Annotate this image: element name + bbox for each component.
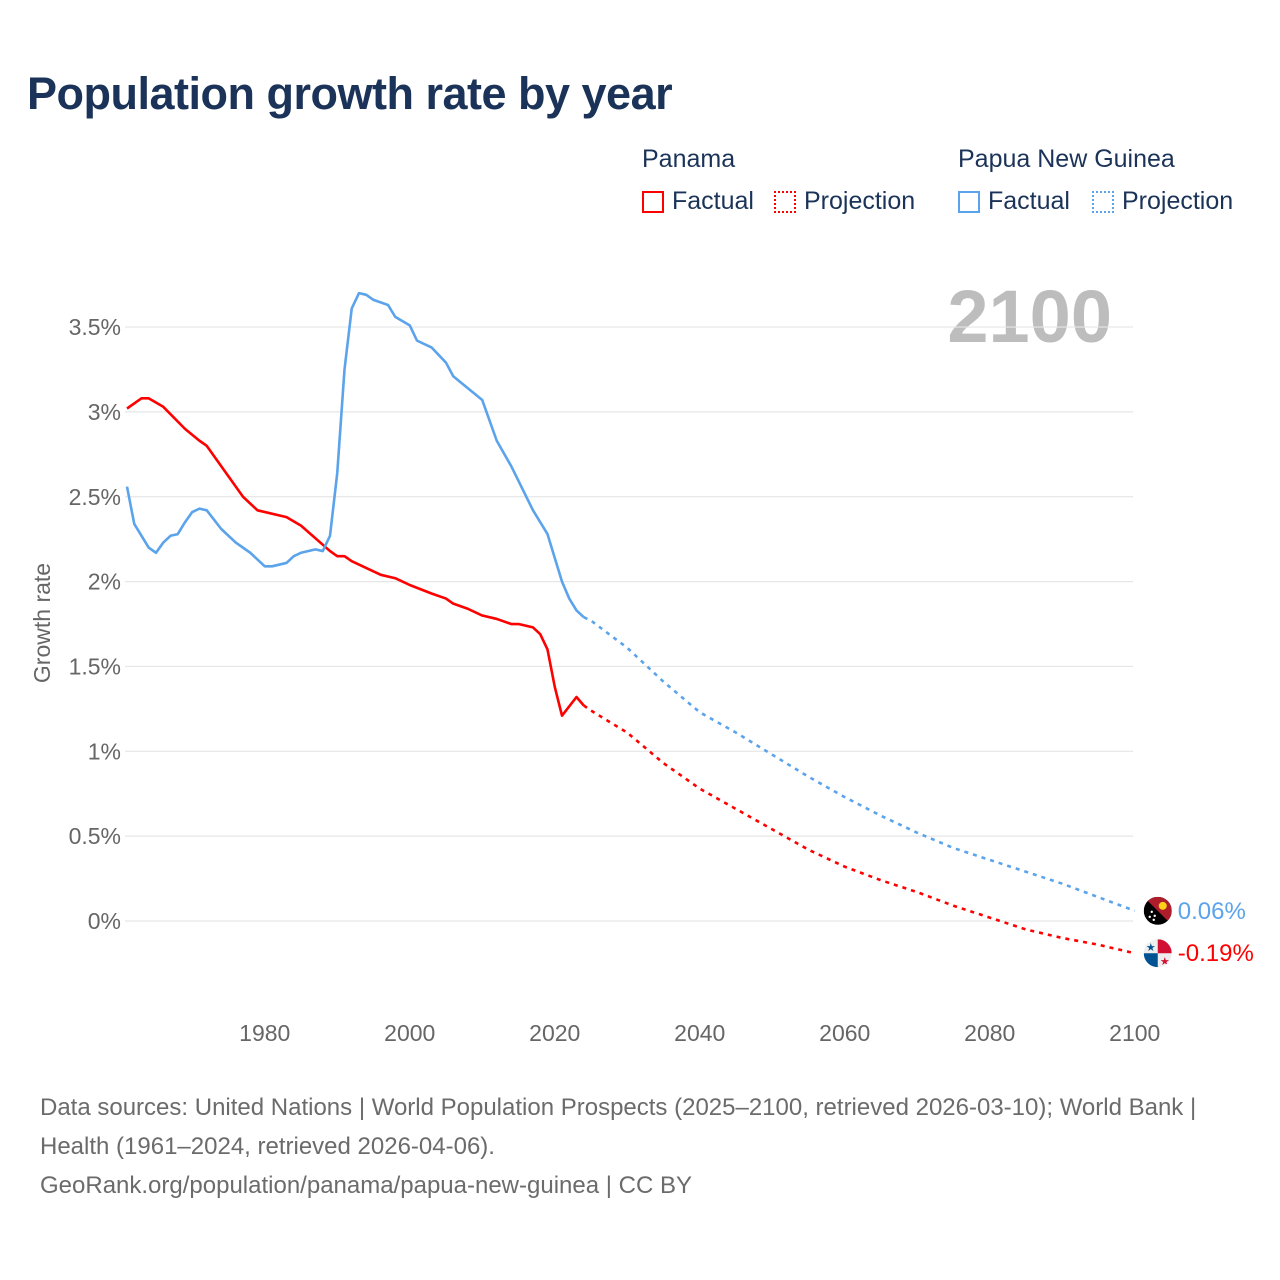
legend-label: Projection [1122,187,1234,215]
panama-flag-icon: ★★ [1143,939,1172,968]
dotted-swatch-icon [1092,190,1114,213]
x-tick-label: 1980 [239,1020,290,1046]
legend-png-factual[interactable]: Factual [958,187,1070,216]
legend-panama-projection[interactable]: Projection [774,187,915,216]
y-tick-label: 2.5% [69,484,121,510]
papua-new-guinea-factual-line [125,291,585,619]
x-tick-label: 2020 [529,1020,580,1046]
papua-new-guinea-flag-icon [1143,896,1172,925]
panama-projection-line [583,704,1136,955]
papua-new-guinea-projection-line [583,616,1136,913]
panama-factual-line [126,397,585,717]
flag-red [1157,939,1172,954]
legend-label: Factual [988,187,1070,215]
credit-link[interactable]: GeoRank.org/population/panama/papua-new-… [40,1172,692,1199]
x-tick-label: 2040 [674,1020,725,1046]
y-tick-label: 1% [88,738,121,764]
star-icon [1152,918,1155,922]
year-label: 2100 [947,275,1112,358]
bird-icon [1158,901,1167,910]
legend-label: Factual [672,187,754,215]
star-icon [1148,915,1151,919]
y-tick-label: 0.5% [69,823,121,849]
y-tick-label: 3.5% [69,314,121,340]
solid-swatch-icon [958,190,980,213]
y-tick-label: 1.5% [69,653,121,679]
y-tick-label: 2% [88,569,121,595]
dotted-swatch-icon [774,190,796,213]
star-icon: ★ [1160,956,1170,968]
star-icon [1150,910,1153,914]
legend-label: Projection [804,187,916,215]
legend-group-title: Papua New Guinea [958,145,1175,173]
legend-panama-factual[interactable]: Factual [642,187,754,216]
panama-end-label: -0.19% [1178,940,1254,967]
x-tick-label: 2060 [819,1020,870,1046]
solid-swatch-icon [642,190,664,213]
data-sources: Data sources: United Nations | World Pop… [40,1094,1197,1160]
x-tick-label: 2000 [384,1020,435,1046]
x-tick-label: 2080 [964,1020,1015,1046]
flag: ★★ [1143,939,1172,968]
chart-title: Population growth rate by year [27,68,673,119]
legend-group-title: Panama [642,145,736,173]
star-icon: ★ [1146,942,1156,954]
legend-png-projection[interactable]: Projection [1092,187,1233,216]
flag [1143,896,1172,925]
y-tick-label: 0% [88,908,121,934]
star-icon [1153,914,1156,918]
x-tick-label: 2100 [1109,1020,1160,1046]
y-tick-label: 3% [88,399,121,425]
papua-new-guinea-end-label: 0.06% [1178,898,1246,925]
flag-blue [1143,953,1158,968]
footer: Data sources: United Nations | World Pop… [40,1088,1240,1205]
y-axis-title: Growth rate [29,563,55,683]
chart-plot: 2100 Growth rate 0% 0.5% 1% 1.5% 2% 2.5% 3% 3.5… [29,275,1254,1046]
